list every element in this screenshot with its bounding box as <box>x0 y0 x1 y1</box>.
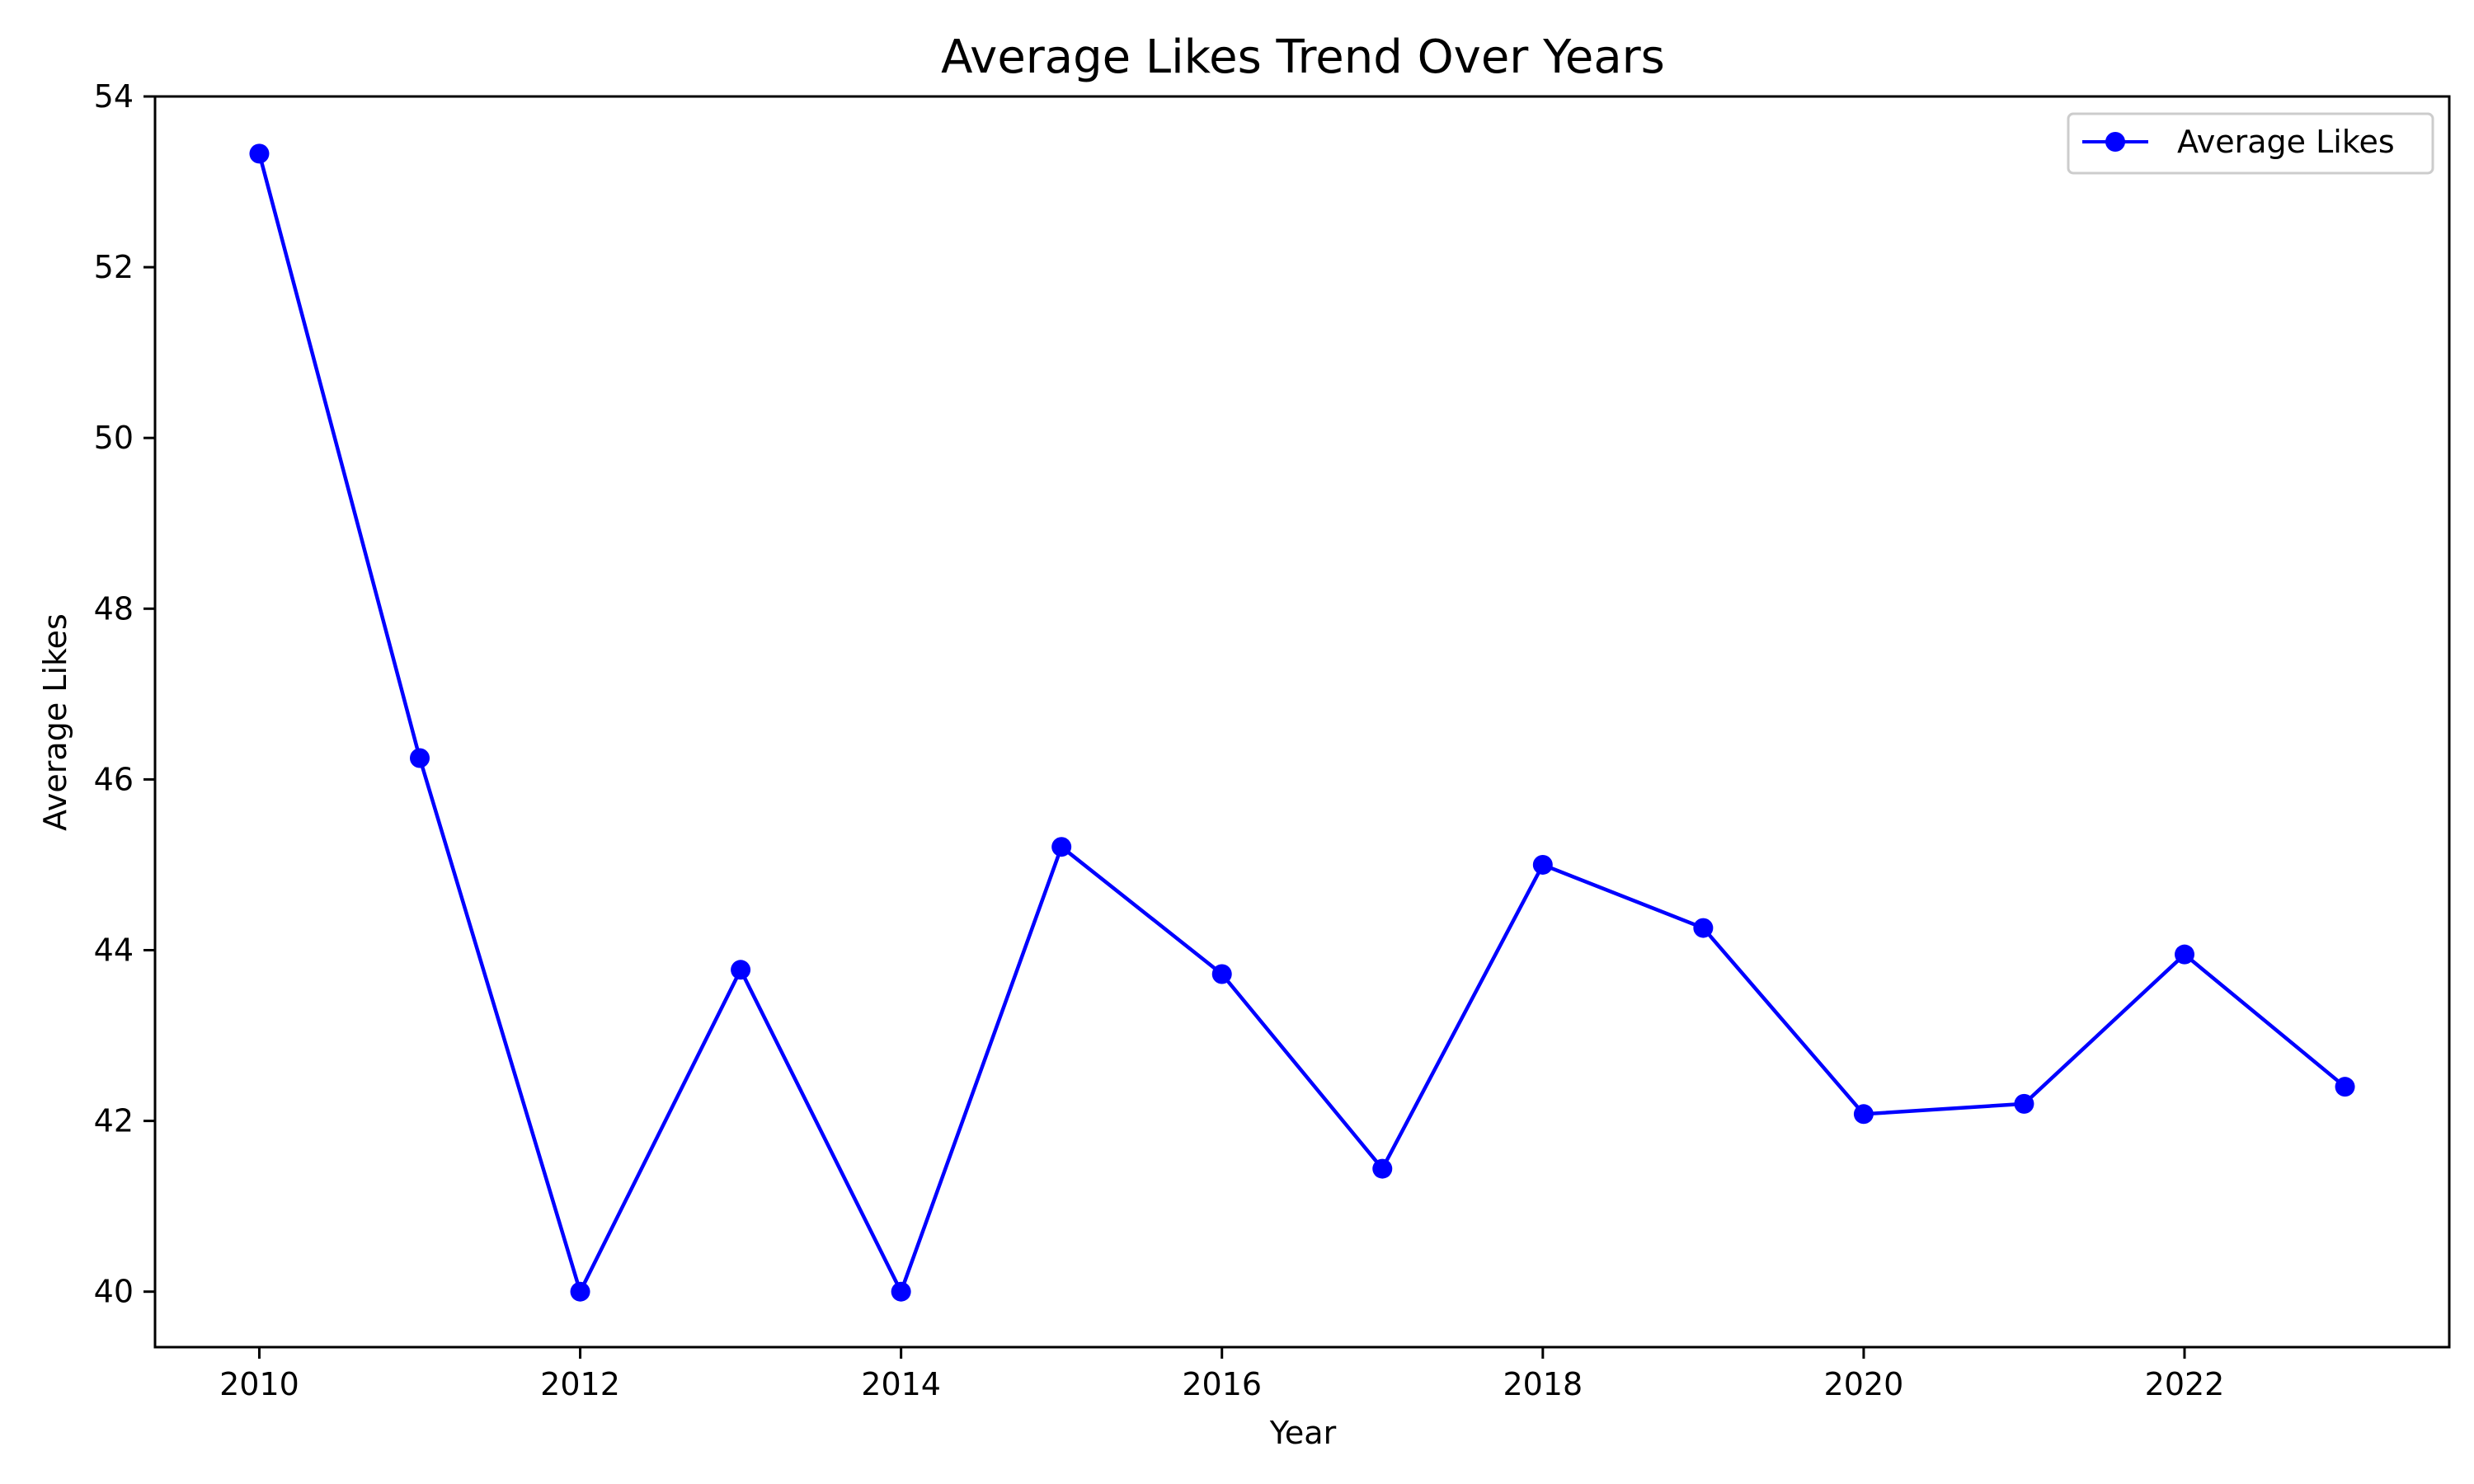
y-axis-title: Average Likes <box>37 613 73 831</box>
y-tick-label: 50 <box>94 420 134 456</box>
chart-legend: Average Likes <box>2067 112 2434 175</box>
data-point <box>1372 1158 1393 1179</box>
x-tick-label: 2012 <box>540 1366 620 1402</box>
x-tick-label: 2014 <box>861 1366 941 1402</box>
data-point <box>249 143 270 164</box>
legend-marker-swatch <box>2105 132 2125 152</box>
y-tick-label: 48 <box>94 590 134 627</box>
chart-title: Average Likes Trend Over Years <box>941 31 1665 84</box>
data-point <box>1211 964 1232 984</box>
data-point <box>731 960 751 980</box>
x-tick-label: 2022 <box>2145 1366 2225 1402</box>
legend-frame <box>2067 112 2434 175</box>
data-point <box>2014 1093 2034 1114</box>
data-point <box>1051 837 1072 857</box>
y-tick-label: 46 <box>94 761 134 797</box>
plot-area: 2010 2012 2014 2016 2018 2020 2022 40 42 44 46 48 50… <box>94 78 2451 1402</box>
x-axis-title: Year <box>1269 1415 1337 1451</box>
y-tick-label: 44 <box>94 932 134 968</box>
x-tick-label: 2020 <box>1824 1366 1904 1402</box>
x-tick-label: 2016 <box>1182 1366 1262 1402</box>
data-point <box>2175 944 2194 965</box>
x-tick-label: 2010 <box>219 1366 299 1402</box>
data-point <box>410 748 430 768</box>
data-point <box>1532 854 1553 875</box>
y-tick-label: 40 <box>94 1274 134 1310</box>
legend-label: Average Likes <box>2177 124 2395 160</box>
plot-frame <box>153 95 2451 1349</box>
data-point <box>2335 1077 2355 1097</box>
y-tick-label: 52 <box>94 249 134 285</box>
data-point <box>1693 918 1714 938</box>
y-tick-label: 54 <box>94 78 134 115</box>
data-point <box>891 1281 911 1302</box>
data-point <box>1853 1104 1874 1125</box>
data-point <box>570 1281 590 1302</box>
y-tick-label: 42 <box>94 1103 134 1139</box>
series-line <box>257 153 2346 1294</box>
x-tick-label: 2018 <box>1503 1366 1583 1402</box>
